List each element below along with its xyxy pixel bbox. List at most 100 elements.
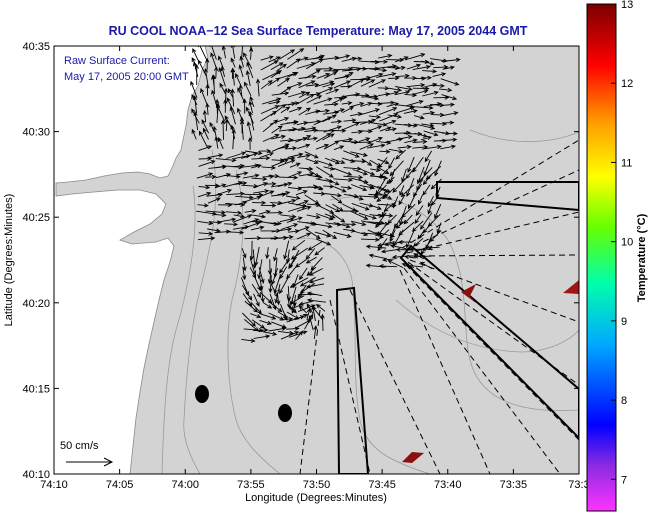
current-vector (392, 177, 408, 193)
current-vector (286, 265, 298, 280)
current-vector (262, 134, 280, 142)
current-vector (214, 66, 219, 79)
current-vector (396, 134, 413, 140)
current-vector (288, 205, 307, 212)
current-vector (280, 214, 297, 219)
current-vector (412, 144, 429, 150)
current-vector (304, 313, 314, 330)
current-vector (324, 102, 339, 107)
current-vector (412, 86, 430, 91)
current-vector (422, 184, 431, 196)
current-vector (288, 171, 303, 178)
current-vector (332, 97, 344, 104)
current-vector (286, 146, 298, 151)
current-vector (235, 72, 242, 87)
current-vector (197, 236, 216, 241)
current-vector (334, 186, 347, 193)
current-vector (205, 102, 210, 115)
bathymetry-contour-4 (329, 196, 579, 412)
current-vector (343, 175, 364, 180)
current-vector (259, 330, 278, 336)
current-vector (268, 221, 282, 226)
current-vector (395, 219, 407, 229)
current-vector (322, 114, 337, 123)
current-vector (307, 174, 323, 180)
current-vector (378, 53, 393, 59)
current-vector (226, 191, 245, 196)
warm-patch-2 (563, 280, 579, 294)
current-vector (360, 79, 376, 87)
y-tick-label: 40:35 (22, 41, 50, 53)
current-vector (286, 216, 303, 223)
current-vector (398, 195, 405, 206)
current-vector (350, 56, 363, 61)
current-vector (230, 57, 236, 68)
current-vector (297, 126, 317, 131)
x-tick-label: 73:40 (434, 479, 462, 491)
current-vector (324, 213, 336, 219)
current-vector (207, 228, 221, 233)
current-vector (325, 178, 340, 186)
current-vector (279, 276, 289, 295)
current-vector (238, 84, 243, 97)
current-vector (217, 55, 224, 69)
current-vector (423, 130, 439, 137)
current-vector (198, 59, 207, 77)
current-vector (386, 90, 399, 96)
current-vector (198, 145, 213, 152)
current-vector (201, 119, 210, 134)
current-vector (388, 157, 395, 170)
y-tick-label: 40:10 (22, 469, 50, 481)
current-vector (308, 268, 323, 276)
current-vector (397, 239, 413, 245)
current-vector (239, 119, 245, 140)
y-tick-label: 40:15 (22, 383, 50, 395)
current-vector (192, 95, 198, 114)
current-vector (268, 173, 280, 179)
current-vector (239, 55, 244, 68)
current-vector (277, 181, 293, 188)
current-vector (229, 106, 236, 125)
current-vector (394, 65, 406, 71)
current-vector (277, 234, 294, 240)
current-vector (351, 184, 368, 192)
current-vector (241, 312, 257, 327)
bathymetry-contour-1 (183, 149, 217, 474)
current-vector (217, 137, 224, 149)
current-vector (379, 113, 399, 122)
current-vector (230, 67, 236, 86)
colorbar-label: Temperature (°C) (636, 213, 648, 302)
current-vector (421, 144, 442, 150)
current-vector (365, 244, 387, 249)
current-vector (215, 157, 237, 163)
colorbar-tick-label: 9 (621, 316, 627, 328)
current-vector (386, 102, 400, 108)
current-vector (305, 158, 319, 164)
current-vector (233, 214, 246, 219)
current-vector (200, 88, 208, 106)
current-vector (248, 100, 253, 114)
current-vector (280, 316, 294, 322)
current-vector (287, 152, 304, 158)
land-marker-1 (195, 385, 209, 403)
current-vector (241, 46, 243, 59)
current-vector (276, 190, 291, 196)
current-vector (253, 293, 260, 307)
current-vector (370, 167, 382, 173)
current-vector (401, 168, 407, 183)
current-vector (259, 319, 272, 325)
current-vector (306, 307, 311, 320)
current-vector (441, 111, 459, 117)
current-vector (242, 173, 260, 179)
current-vector (271, 134, 287, 140)
colorbar-tick-label: 13 (621, 0, 633, 11)
current-vector (295, 314, 309, 321)
current-vector (299, 276, 316, 287)
current-vector (394, 90, 411, 96)
current-vector (323, 184, 335, 189)
current-vector (333, 80, 352, 89)
current-vector (389, 244, 407, 250)
current-vector (370, 101, 383, 107)
current-vector (198, 231, 214, 236)
current-vector (323, 71, 338, 79)
